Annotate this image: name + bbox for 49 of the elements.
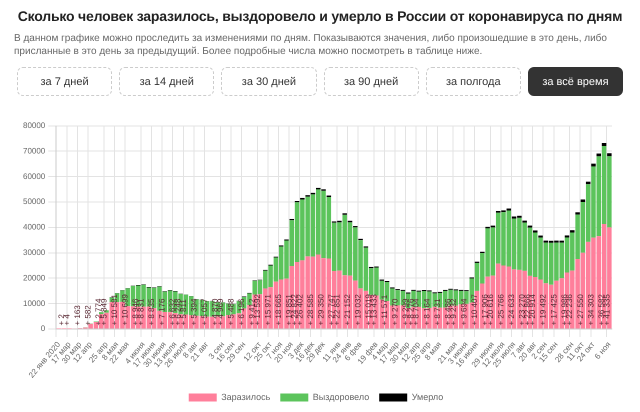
data-label: + 163 (72, 304, 82, 326)
chart-title: Сколько человек заразилось, выздоровело и умерло в России от коронавируса по дням (16, 7, 624, 24)
data-label: + 9 270 (390, 298, 400, 326)
text: за 7 дней (17, 67, 112, 96)
y-tick-label: 30000 (22, 248, 46, 258)
legend-label: Заразилось (221, 392, 271, 402)
data-label: + 19 492 (538, 294, 548, 326)
data-label: + 6 196 (237, 298, 246, 326)
text: за 30 дней (221, 67, 317, 96)
data-label: + 10 581 (110, 294, 120, 326)
data-label: + 28 585 (306, 294, 315, 326)
y-tick-label: 80000 (22, 121, 46, 130)
y-tick-label: 0 (40, 324, 46, 334)
data-label: + 21 152 (342, 294, 352, 326)
data-label: + 10 407 (470, 294, 479, 326)
data-label: + 29 350 (316, 294, 326, 326)
data-label: + 15 971 (264, 294, 273, 326)
text: за всё время (528, 67, 624, 96)
data-label: + 8 164 (422, 298, 432, 326)
data-label: + 9 694 (459, 298, 468, 326)
data-label: + 5 394 (189, 298, 198, 326)
chart-subtitle: В данном графике можно проследить за изменениями по дням. Показываются значения, либо произошедшие в это день, либо присланные в это день за предыдущий. Более подробные числа можно посмотреть в таблице ниже. (14, 32, 608, 58)
y-tick-label: 40000 (22, 222, 46, 232)
y-tick-label: 50000 (22, 197, 46, 206)
legend-label: Выздоровело (312, 392, 370, 402)
data-label: + 25 766 (496, 294, 506, 326)
data-label: + 8 731 (432, 298, 442, 326)
text: за 90 дней (324, 67, 419, 96)
y-tick-label: 70000 (22, 146, 46, 156)
y-tick-label: 60000 (22, 172, 46, 181)
x-tick-label: 6 ноя (592, 340, 613, 362)
y-tick-label: 20000 (22, 273, 46, 282)
data-label: + 17 425 (549, 294, 558, 326)
text: за 14 дней (119, 67, 214, 96)
data-label: + 10 699 (120, 294, 130, 326)
data-label: + 19 032 (354, 294, 362, 326)
data-label: + 18 665 (274, 294, 284, 326)
data-label: + 24 633 (506, 294, 516, 326)
data-label: + 5 488 (226, 298, 236, 326)
data-label: + 34 303 (586, 294, 596, 326)
data-label: + 11 571 (380, 294, 389, 326)
data-label: + 27 550 (576, 294, 585, 326)
text: за полгода (426, 67, 521, 96)
data-label: + 7 176 (158, 298, 167, 326)
legend-label: Умерло (412, 392, 444, 402)
y-tick-label: 10000 (22, 298, 46, 308)
data-label: + 8 835 (147, 298, 156, 326)
data-label: + 5 057 (200, 298, 210, 326)
data-label: + 582 (84, 304, 93, 326)
